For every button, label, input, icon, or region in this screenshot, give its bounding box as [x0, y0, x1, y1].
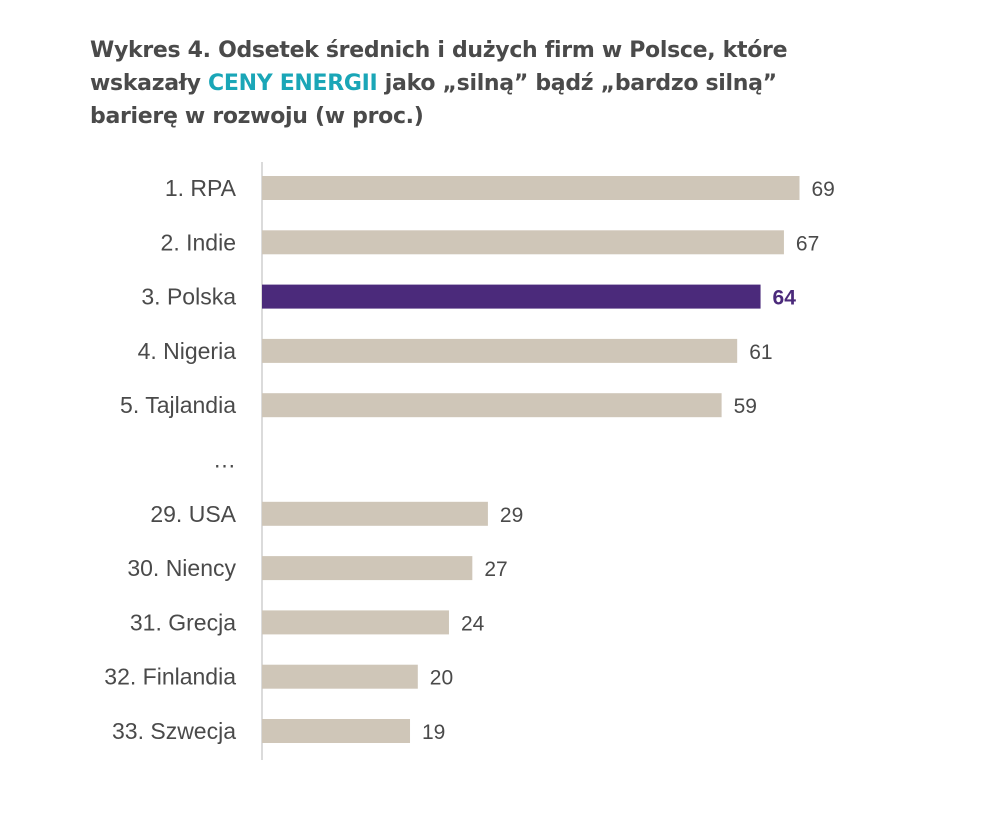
title-text-after: jako „silną” bądź „bardzo silną” barierę… [90, 71, 777, 129]
category-label: 4. Nigeria [138, 338, 237, 364]
bar [262, 719, 411, 743]
value-label: 20 [430, 667, 453, 690]
category-label: … [213, 447, 236, 473]
category-label: 5. Tajlandia [120, 392, 236, 418]
chart-title: Wykres 4. Odsetek średnich i dużych firm… [90, 34, 850, 133]
category-label: 29. USA [150, 501, 236, 527]
value-label: 67 [796, 232, 819, 255]
category-label: 30. Niency [127, 555, 236, 581]
bar [262, 393, 722, 418]
value-label: 24 [461, 612, 485, 635]
bar [262, 176, 800, 200]
title-highlight: CENY ENERGII [208, 71, 378, 96]
category-label: 33. Szwecja [112, 718, 236, 744]
category-label: 31. Grecja [130, 609, 236, 635]
title-text-before: Wykres 4. Odsetek średnich i dużych firm… [90, 38, 788, 96]
value-label: 29 [500, 504, 523, 527]
value-label: 19 [422, 721, 445, 744]
bar [262, 501, 488, 526]
category-label: 2. Indie [161, 229, 236, 255]
bar [262, 664, 418, 689]
value-label: 69 [812, 178, 835, 201]
category-label: 3. Polska [141, 284, 236, 310]
category-label: 1. RPA [165, 175, 237, 201]
category-label: 32. Finlandia [104, 664, 236, 690]
bar [262, 610, 449, 635]
value-label: 27 [484, 558, 507, 581]
value-label: 64 [773, 287, 797, 310]
value-label: 61 [749, 341, 772, 364]
highlight-bar [262, 284, 761, 309]
bar [262, 338, 738, 363]
bar [262, 230, 784, 255]
bar [262, 556, 473, 581]
value-label: 59 [734, 395, 757, 418]
